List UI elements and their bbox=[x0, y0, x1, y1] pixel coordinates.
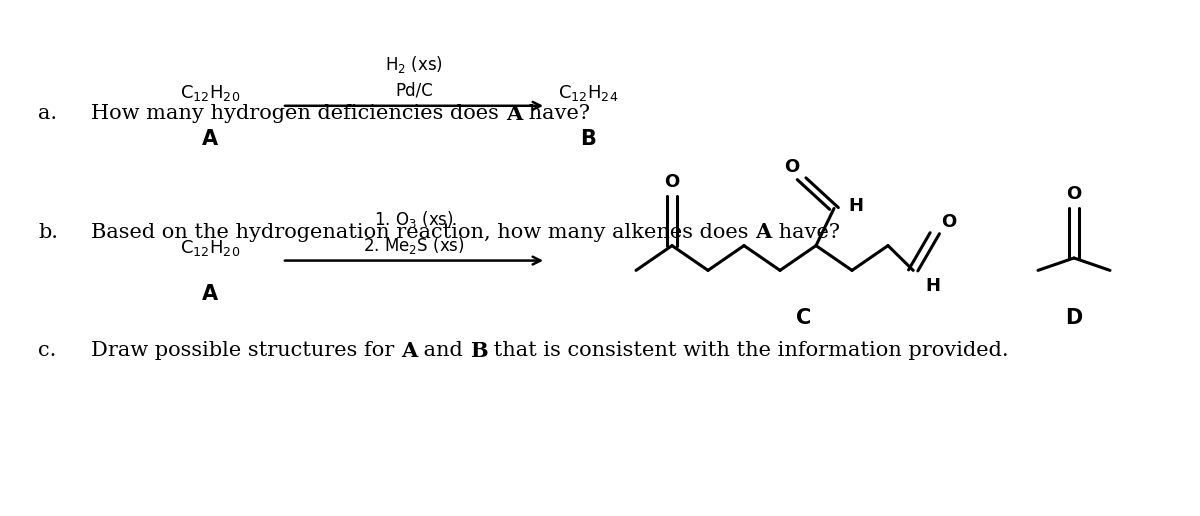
Text: How many hydrogen deficiencies does: How many hydrogen deficiencies does bbox=[91, 104, 505, 123]
Text: A: A bbox=[401, 341, 418, 361]
Text: 1. O$_3$ (xs): 1. O$_3$ (xs) bbox=[374, 209, 454, 230]
Text: c.: c. bbox=[38, 342, 56, 360]
Text: O: O bbox=[665, 173, 679, 191]
Text: C$_{12}$H$_{20}$: C$_{12}$H$_{20}$ bbox=[180, 238, 240, 257]
Text: D: D bbox=[1066, 308, 1082, 328]
Text: A: A bbox=[505, 104, 522, 123]
Text: b.: b. bbox=[38, 223, 59, 241]
Text: that is consistent with the information provided.: that is consistent with the information … bbox=[487, 342, 1009, 360]
Text: Draw possible structures for: Draw possible structures for bbox=[91, 342, 401, 360]
Text: have?: have? bbox=[772, 223, 840, 241]
Text: a.: a. bbox=[38, 104, 58, 123]
Text: Pd/C: Pd/C bbox=[395, 82, 433, 99]
Text: A: A bbox=[202, 130, 218, 149]
Text: A: A bbox=[755, 222, 772, 242]
Text: 2. Me$_2$S (xs): 2. Me$_2$S (xs) bbox=[364, 235, 464, 255]
Text: H: H bbox=[848, 197, 864, 215]
Text: B: B bbox=[469, 341, 487, 361]
Text: C: C bbox=[797, 308, 811, 328]
Text: have?: have? bbox=[522, 104, 590, 123]
Text: O: O bbox=[1067, 185, 1081, 203]
Text: and: and bbox=[418, 342, 469, 360]
Text: C$_{12}$H$_{24}$: C$_{12}$H$_{24}$ bbox=[558, 83, 618, 103]
Text: H: H bbox=[925, 277, 941, 295]
Text: H$_2$ (xs): H$_2$ (xs) bbox=[385, 54, 443, 75]
Text: O: O bbox=[785, 158, 799, 176]
Text: Based on the hydrogenation reaction, how many alkenes does: Based on the hydrogenation reaction, how… bbox=[91, 223, 755, 241]
Text: C$_{12}$H$_{20}$: C$_{12}$H$_{20}$ bbox=[180, 83, 240, 103]
Text: A: A bbox=[202, 284, 218, 304]
Text: B: B bbox=[580, 130, 596, 149]
Text: O: O bbox=[941, 213, 956, 231]
